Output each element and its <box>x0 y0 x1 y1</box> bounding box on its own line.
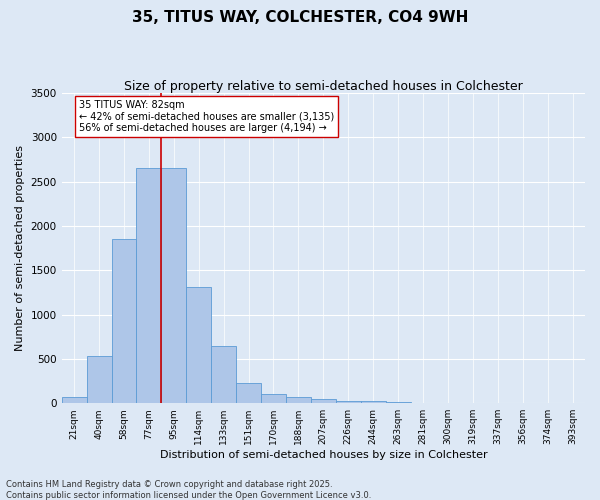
Bar <box>112 239 136 403</box>
Bar <box>186 287 211 403</box>
Bar <box>311 399 336 403</box>
Y-axis label: Number of semi-detached properties: Number of semi-detached properties <box>15 145 25 351</box>
Bar <box>361 402 386 403</box>
X-axis label: Distribution of semi-detached houses by size in Colchester: Distribution of semi-detached houses by … <box>160 450 487 460</box>
Bar <box>386 402 410 403</box>
Bar <box>261 394 286 403</box>
Bar <box>161 168 186 403</box>
Text: Contains HM Land Registry data © Crown copyright and database right 2025.
Contai: Contains HM Land Registry data © Crown c… <box>6 480 371 500</box>
Title: Size of property relative to semi-detached houses in Colchester: Size of property relative to semi-detach… <box>124 80 523 93</box>
Bar <box>211 346 236 403</box>
Bar <box>336 402 361 403</box>
Bar <box>62 398 86 403</box>
Bar <box>286 398 311 403</box>
Text: 35, TITUS WAY, COLCHESTER, CO4 9WH: 35, TITUS WAY, COLCHESTER, CO4 9WH <box>132 10 468 25</box>
Text: 35 TITUS WAY: 82sqm
← 42% of semi-detached houses are smaller (3,135)
56% of sem: 35 TITUS WAY: 82sqm ← 42% of semi-detach… <box>79 100 334 134</box>
Bar <box>86 356 112 403</box>
Bar <box>136 168 161 403</box>
Bar <box>236 383 261 403</box>
